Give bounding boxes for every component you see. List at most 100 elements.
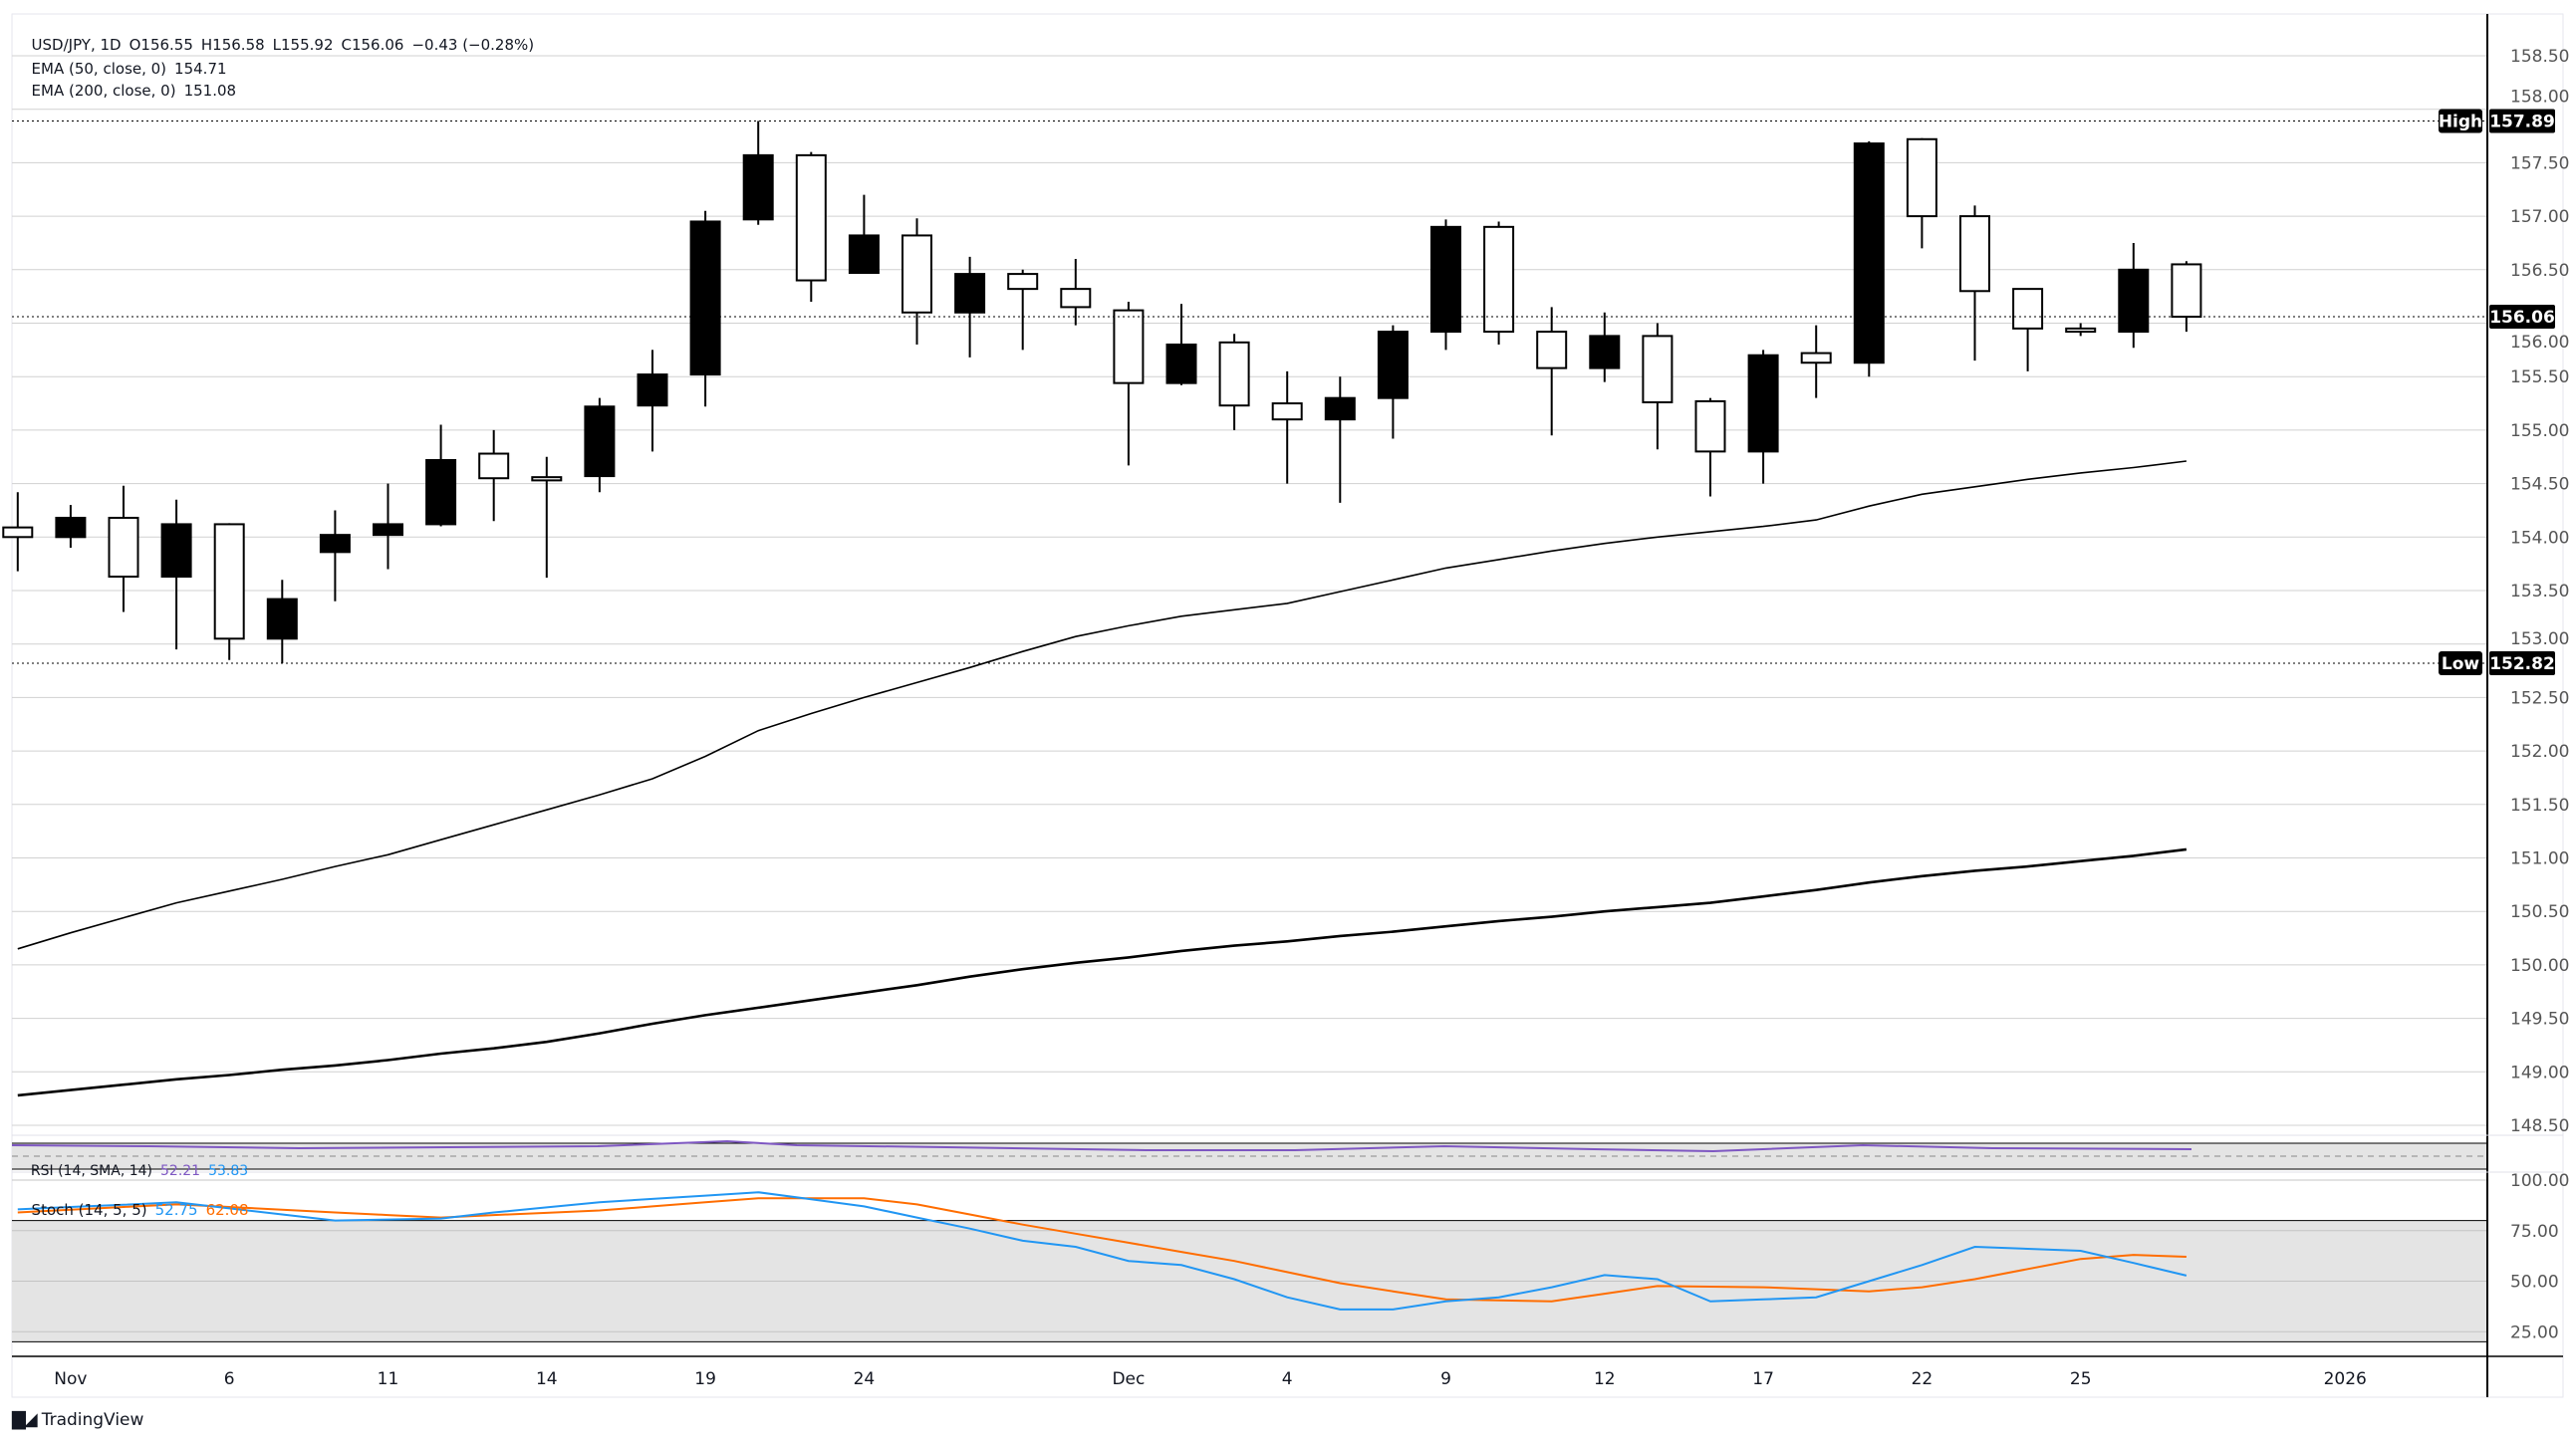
price-tick-label: 150.00 [2510, 956, 2569, 976]
candle [1589, 312, 1621, 382]
candle-body-down [1271, 402, 1303, 421]
candle [1113, 302, 1145, 466]
ema50-label: EMA (50, close, 0) [31, 60, 167, 78]
candle-body-down [213, 523, 245, 640]
time-tick-label: 4 [1282, 1369, 1293, 1389]
high-price-text: 157.89 [2489, 113, 2555, 132]
candle [2118, 242, 2150, 349]
time-tick-label: 24 [854, 1369, 876, 1389]
tradingview-logo[interactable]: ▇◢ TradingView [12, 1409, 143, 1430]
legend-open: O156.55 [129, 36, 193, 54]
price-tick-label: 154.50 [2510, 475, 2569, 495]
stoch-tick-label: 75.00 [2510, 1222, 2559, 1242]
candle-body-up [1589, 335, 1621, 369]
candle [1694, 397, 1726, 497]
candle-body-down [2065, 327, 2097, 334]
tradingview-logo-icon: ▇◢ [12, 1409, 38, 1430]
price-tick-label: 152.00 [2510, 742, 2569, 762]
legend-ema200[interactable]: EMA (200, close, 0) 151.08 [22, 64, 244, 100]
candle-body-down [1483, 225, 1515, 334]
low-tag [2439, 651, 2482, 676]
stoch-tick-label: 50.00 [2510, 1273, 2559, 1293]
candle [848, 194, 880, 275]
candle [2, 492, 34, 572]
candle-body-down [1218, 341, 1250, 407]
price-tick-label: 155.50 [2510, 367, 2569, 387]
legend-high: H156.58 [200, 36, 265, 54]
candle [1271, 370, 1303, 484]
candle [2065, 323, 2097, 337]
candle-body-up [373, 523, 403, 537]
candle [531, 456, 563, 579]
candle-body-down [1536, 331, 1568, 369]
candle-body-down [795, 153, 827, 282]
price-tick-label: 157.00 [2510, 207, 2569, 227]
candle-body-up [1377, 331, 1409, 399]
price-tick-label: 153.50 [2510, 582, 2569, 601]
axes[interactable]: 158.50 158.00 157.50 157.00 156.50 156.00 155.… [12, 14, 2569, 1397]
candle-body-down [1959, 215, 1990, 293]
price-tick-label: 150.50 [2510, 902, 2569, 922]
legend-rsi[interactable]: RSI (14, SMA, 14) 52.21 53.83 [22, 1147, 256, 1179]
price-tick-label: 155.00 [2510, 421, 2569, 441]
legend-symbol[interactable]: USD/JPY, 1D [31, 36, 122, 54]
last-price-text: 156.06 [2489, 308, 2555, 328]
candle [1007, 269, 1039, 351]
candle-body-up [637, 373, 668, 407]
ema50-value: 154.71 [174, 60, 227, 78]
price-grid [12, 55, 2487, 1126]
candle-body-up [1853, 142, 1885, 364]
price-tick-label: 152.50 [2510, 688, 2569, 708]
candle [108, 485, 139, 612]
candle-body-down [1113, 309, 1145, 384]
ema50-line [17, 460, 2187, 950]
candle-body-down [1007, 273, 1039, 291]
legend-change: −0.43 (−0.28%) [411, 36, 535, 54]
candle-body-up [425, 458, 457, 526]
time-tick-label: Dec [1112, 1369, 1145, 1389]
stoch-label: Stoch (14, 5, 5) [31, 1201, 147, 1219]
candle [1906, 137, 1937, 249]
legend-stoch[interactable]: Stoch (14, 5, 5) 52.75 62.08 [22, 1183, 257, 1219]
low-price-tag [2489, 651, 2555, 676]
candle [266, 580, 298, 664]
candle [954, 256, 986, 358]
candle-body-down [2, 526, 34, 539]
candle-body-down [902, 234, 932, 314]
price-tick-label: 158.50 [2510, 47, 2569, 67]
candle [1060, 259, 1092, 326]
candle [2171, 261, 2202, 333]
candle [1377, 325, 1409, 439]
candle-body-down [2012, 288, 2044, 330]
low-tag-text: Low [2442, 654, 2480, 674]
legend-ema50[interactable]: EMA (50, close, 0) 154.71 [22, 42, 235, 78]
candle-body-up [1324, 396, 1356, 421]
time-tick-label: 9 [1440, 1369, 1451, 1389]
price-tick-label: 157.50 [2510, 153, 2569, 173]
candle [160, 499, 192, 650]
candle-body-down [1060, 288, 1092, 309]
price-tick-label: 153.00 [2510, 629, 2569, 649]
ema200-label: EMA (200, close, 0) [31, 82, 176, 100]
candle-body-up [584, 405, 616, 478]
last-price-tag [2489, 305, 2555, 330]
candle-body-up [1165, 343, 1197, 384]
candles [2, 120, 2202, 664]
candle [55, 505, 87, 549]
time-tick-label: 12 [1594, 1369, 1616, 1389]
level-markers: High 157.89 156.06 Low 152.82 [12, 109, 2555, 676]
candle [1324, 376, 1356, 503]
candle [1430, 219, 1461, 351]
candle-body-down [1694, 399, 1726, 453]
candle [1747, 350, 1779, 484]
time-tick-label: 14 [536, 1369, 558, 1389]
legend-main: USD/JPY, 1D O156.55 H156.58 L155.92 C156.06−… [22, 18, 542, 54]
stoch-k-line [17, 1191, 2188, 1311]
candle [1218, 334, 1250, 430]
time-tick-label: 22 [1912, 1369, 1933, 1389]
candle-body-up [55, 516, 87, 539]
candle [425, 424, 457, 527]
stoch-pane [12, 1179, 2487, 1342]
stoch-k-value: 52.75 [154, 1201, 198, 1219]
